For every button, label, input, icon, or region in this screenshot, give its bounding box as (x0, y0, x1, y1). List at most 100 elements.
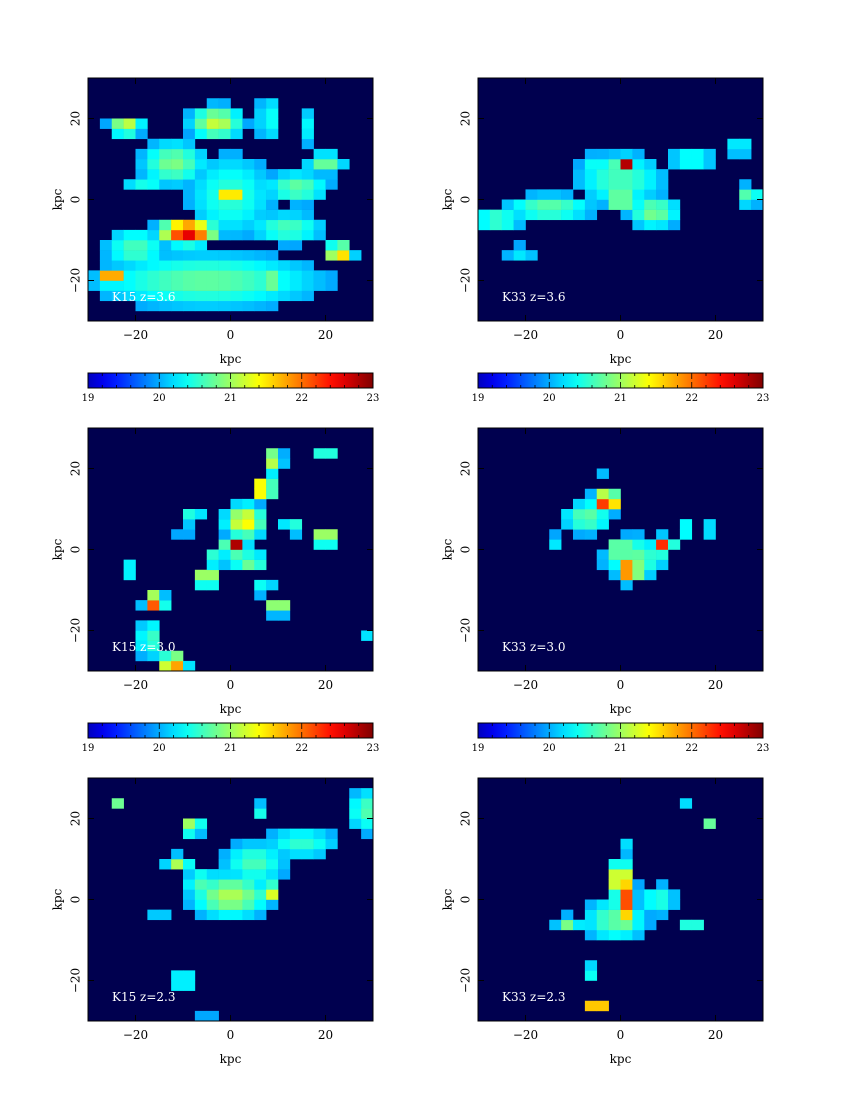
density-cell (218, 529, 231, 540)
density-cell (266, 478, 279, 490)
density-cell (230, 189, 243, 200)
density-cell (632, 889, 645, 900)
density-cell (147, 590, 160, 601)
density-cell (525, 189, 538, 200)
density-cell (632, 179, 645, 190)
density-cell (218, 148, 231, 160)
density-cell (218, 209, 231, 221)
density-cell (183, 290, 196, 302)
density-cell (230, 889, 243, 900)
y-tick-label: 20 (69, 461, 83, 476)
density-cell (242, 879, 255, 890)
density-cell (230, 539, 243, 550)
density-cell (620, 169, 633, 180)
density-cell (194, 250, 208, 261)
density-cell (278, 448, 291, 459)
density-cell (278, 859, 291, 870)
density-cell (537, 209, 550, 221)
density-cell (608, 859, 621, 870)
density-cell (573, 519, 586, 530)
density-cell (549, 919, 562, 931)
density-cell (230, 148, 243, 160)
density-cell (620, 899, 633, 910)
density-cell (218, 179, 231, 190)
density-cell (206, 300, 219, 312)
density-cell (183, 970, 196, 981)
density-cell (194, 219, 208, 231)
density-cell (147, 219, 160, 231)
density-cell (632, 148, 645, 160)
density-cell (278, 229, 291, 241)
density-map (549, 468, 716, 591)
colorbar-tick-label: 21 (224, 393, 237, 404)
axis-ticks (88, 778, 373, 1021)
density-cell (266, 280, 279, 291)
density-cell (254, 169, 267, 180)
y-tick-label: −20 (459, 968, 473, 993)
density-cell (171, 848, 184, 860)
density-cell (206, 250, 219, 261)
density-cell (584, 159, 598, 170)
density-cell (289, 199, 303, 210)
density-cell (573, 179, 586, 190)
density-cell (278, 189, 291, 200)
density-cell (194, 199, 208, 210)
density-cell (135, 600, 148, 611)
axis-ticks (478, 428, 763, 671)
density-cell (608, 488, 621, 500)
density-cell (739, 189, 752, 200)
density-cell (561, 919, 574, 931)
density-cell (218, 549, 231, 560)
density-cell (739, 199, 752, 210)
x-tick-label: −20 (123, 328, 148, 342)
panel-label: K33 z=3.0 (502, 640, 566, 654)
density-cell (278, 280, 291, 291)
density-cell (266, 290, 279, 302)
density-cell (206, 909, 219, 921)
density-cell (584, 498, 598, 510)
density-cell (703, 159, 716, 170)
density-cell (254, 189, 267, 200)
density-cell (159, 600, 172, 611)
density-cell (656, 899, 669, 910)
density-cell (147, 280, 160, 291)
density-cell (242, 300, 255, 312)
density-cell (608, 169, 621, 180)
panel-frame (477, 427, 764, 672)
density-cell (266, 108, 279, 119)
density-cell (194, 209, 208, 221)
x-tick-label: 0 (227, 1028, 235, 1042)
density-cell (361, 818, 373, 829)
density-cell (218, 118, 231, 129)
density-cell (703, 529, 716, 540)
panel-frame (87, 777, 374, 1022)
density-cell (608, 869, 621, 880)
density-cell (242, 899, 255, 910)
density-cell (584, 960, 598, 971)
density-cell (289, 260, 303, 271)
density-cell (99, 280, 113, 291)
density-cell (278, 600, 291, 611)
density-cell (242, 189, 255, 200)
density-cell (147, 240, 160, 251)
x-axis-title: kpc (610, 352, 632, 366)
density-cell (584, 509, 598, 520)
colorbar-tick-label: 23 (367, 743, 380, 754)
density-cell (147, 909, 160, 921)
density-cell (135, 118, 148, 129)
density-cell (289, 838, 303, 850)
y-tick-label: −20 (459, 268, 473, 293)
density-cell (254, 838, 267, 850)
density-cell (230, 509, 243, 520)
density-cell (620, 148, 633, 160)
y-tick-label: 20 (69, 811, 83, 826)
density-cell (242, 909, 255, 921)
density-cell (620, 209, 633, 221)
colorbar-tick-label: 19 (82, 393, 95, 404)
density-cell (206, 169, 219, 180)
density-cell (183, 128, 196, 140)
density-cell (573, 919, 586, 931)
density-cell (301, 260, 314, 271)
density-cell (111, 240, 124, 251)
x-tick-label: 20 (708, 1028, 723, 1042)
